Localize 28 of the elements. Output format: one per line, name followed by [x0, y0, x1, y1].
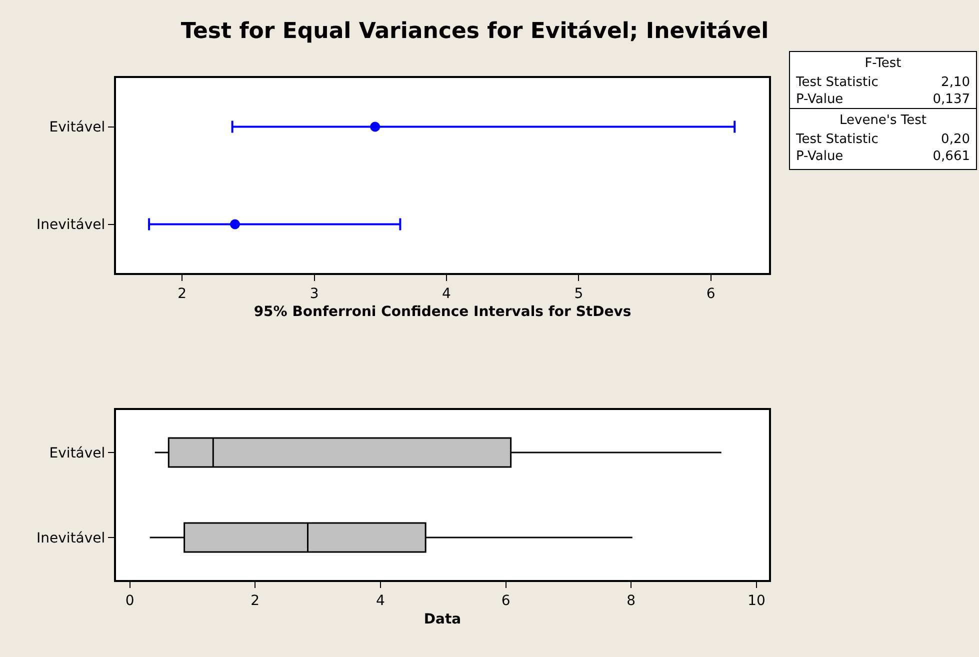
x-tick-label: 0 [125, 592, 134, 609]
y-tick-label: Evitável [49, 445, 106, 462]
y-tick-label: Inevitável [36, 217, 106, 234]
x-tick-label: 4 [442, 286, 452, 302]
x-tick-label: 2 [178, 286, 187, 302]
text: P-Value [796, 148, 844, 165]
text: 2,10 [941, 74, 970, 91]
x-tick-label: 10 [748, 592, 766, 609]
text: 0,20 [941, 131, 970, 148]
x-tick-label: 8 [626, 592, 636, 609]
text: F-Test [864, 55, 902, 73]
x-axis-title: Data [424, 612, 462, 628]
text: Levene's Test [790, 108, 976, 131]
text: 0,137 [932, 91, 970, 108]
x-tick-label: 6 [501, 592, 510, 609]
x-tick-label: 3 [310, 286, 319, 302]
chart-title: Test for Equal Variances for Evitável; Inevitável [180, 18, 769, 44]
x-tick-label: 4 [376, 592, 385, 609]
text: Test Statistic [796, 131, 878, 148]
y-tick-label: Evitável [49, 120, 106, 136]
text: Test Statistic [796, 74, 878, 91]
x-tick-label: 6 [706, 286, 716, 302]
x-axis-title: 95% Bonferroni Confidence Intervals for StDevs [254, 304, 632, 320]
y-tick-label: Inevitável [36, 530, 106, 546]
text: 0,661 [932, 148, 970, 165]
x-tick-label: 5 [574, 286, 584, 302]
text: P-Value [796, 91, 844, 108]
x-tick-label: 2 [250, 592, 260, 609]
